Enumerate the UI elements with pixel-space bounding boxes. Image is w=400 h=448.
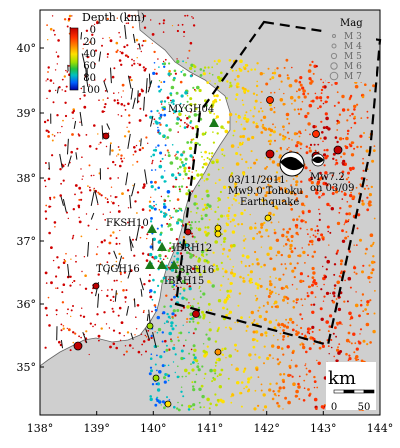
mag-label-6: M 6 xyxy=(344,62,362,72)
depth-label-20: 20 xyxy=(83,37,96,48)
foreshock-focal-mechanism xyxy=(312,154,324,166)
large-event xyxy=(93,283,99,289)
depth-legend-title: Depth (km) xyxy=(82,11,145,24)
large-event xyxy=(334,146,342,154)
magnitude-legend: Mag M 3 M 4 M 5 M 6 M 7 xyxy=(326,14,376,82)
lat-tick-label: 38° xyxy=(17,172,37,185)
scale-label-50: 50 xyxy=(358,402,371,413)
depth-label-0: 0 xyxy=(90,25,96,36)
depth-label-60: 60 xyxy=(83,61,96,72)
large-event xyxy=(215,231,221,237)
mainshock-date: 03/11/2011 xyxy=(228,175,286,186)
large-event xyxy=(266,150,274,158)
lon-tick-label: 143° xyxy=(310,422,337,435)
mainshock-focal-mechanism xyxy=(280,152,304,176)
depth-label-40: 40 xyxy=(83,49,96,60)
lon-tick-label: 144° xyxy=(367,422,394,435)
depth-colorbar xyxy=(70,28,78,90)
lon-tick-label: 139° xyxy=(83,422,110,435)
depth-label-100: 100 xyxy=(81,85,100,96)
large-event xyxy=(74,342,82,350)
lon-tick-label: 142° xyxy=(253,422,280,435)
scale-unit: km xyxy=(328,368,356,389)
large-event xyxy=(193,311,200,318)
lat-tick-label: 39° xyxy=(17,107,37,120)
station-label-ibrh16: IBRH16 xyxy=(174,265,214,276)
station-label-ibrh12: IBRH12 xyxy=(172,243,212,254)
large-event xyxy=(267,97,274,104)
large-event xyxy=(313,131,320,138)
mag-label-7: M 7 xyxy=(344,72,362,82)
foreshock-date: on 03/09 xyxy=(310,183,354,194)
station-label-ibrh15: IBRH15 xyxy=(164,276,204,287)
lon-tick-label: 140° xyxy=(140,422,167,435)
station-label-fksh10: FKSH10 xyxy=(106,218,149,229)
mainshock-magnitude: Mw9.0 Tohoku xyxy=(228,186,303,197)
large-event xyxy=(165,401,171,407)
magnitude-legend-title: Mag xyxy=(340,18,363,29)
mag-label-4: M 4 xyxy=(344,42,362,52)
scale-label-0: 0 xyxy=(331,402,337,413)
lon-tick-label: 138° xyxy=(27,422,54,435)
depth-label-80: 80 xyxy=(83,73,96,84)
large-event xyxy=(215,225,221,231)
mainshock-label: Earthquake xyxy=(240,197,299,208)
foreshock-magnitude: Mw7.2 xyxy=(310,172,345,183)
mag-label-3: M 3 xyxy=(344,32,362,42)
large-event xyxy=(153,375,159,381)
large-event xyxy=(215,349,221,355)
large-event xyxy=(265,215,271,221)
station-label-mygh04: MYGH04 xyxy=(168,104,214,115)
scale-bar: km 0 50 xyxy=(326,362,376,413)
lat-tick-label: 35° xyxy=(17,361,37,374)
lat-tick-label: 40° xyxy=(17,42,37,55)
station-label-tcgh16: TCGH16 xyxy=(96,264,140,275)
mag-label-5: M 5 xyxy=(344,52,362,62)
large-event xyxy=(147,323,153,329)
lat-tick-label: 36° xyxy=(17,298,37,311)
lat-tick-label: 37° xyxy=(17,235,37,248)
large-event xyxy=(103,133,109,139)
large-event xyxy=(185,229,191,235)
lon-tick-label: 141° xyxy=(197,422,224,435)
